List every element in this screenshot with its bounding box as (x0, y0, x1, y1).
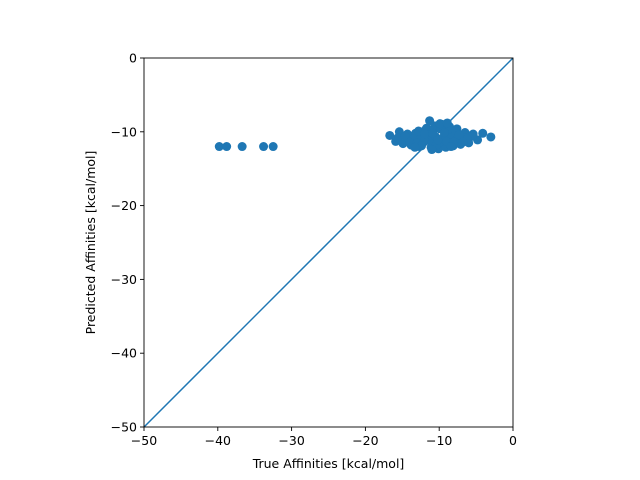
x-tick-label: −30 (278, 433, 304, 448)
scatter-point (419, 129, 429, 139)
y-tick-label: −10 (111, 124, 137, 139)
scatter-point (214, 142, 224, 152)
scatter-point (435, 119, 445, 129)
identity-reference-line (144, 58, 513, 427)
x-tick-label: −40 (205, 433, 231, 448)
scatter-point (439, 128, 449, 138)
scatter-point (446, 142, 456, 152)
plot-frame (143, 57, 514, 428)
scatter-point (428, 128, 438, 138)
y-axis-label: Predicted Affinities [kcal/mol] (83, 151, 98, 335)
y-tick-label: −20 (111, 198, 137, 213)
scatter-point (486, 132, 496, 142)
scatter-point (259, 142, 269, 152)
y-tick-label: −40 (111, 346, 137, 361)
scatter-point (425, 116, 435, 126)
plot-area (144, 58, 513, 427)
scatter-point (410, 142, 420, 152)
scatter-point (385, 130, 395, 140)
y-axis-ticks: −50 −40 −30 −20 −10 0 (111, 51, 144, 435)
x-tick-label: −20 (352, 433, 378, 448)
scatter-point (237, 142, 247, 152)
scatter-point (222, 142, 232, 152)
scatter-point (433, 135, 443, 145)
scatter-point (268, 142, 278, 152)
scatter-point (393, 133, 403, 143)
x-tick-label: 0 (509, 433, 517, 448)
x-axis-ticks: −50 −40 −30 −20 −10 0 (131, 427, 517, 448)
y-tick-label: −50 (111, 420, 137, 435)
x-tick-label: −50 (131, 433, 157, 448)
x-tick-label: −10 (426, 433, 452, 448)
scatter-points (214, 116, 496, 155)
scatter-point (458, 137, 468, 147)
scatter-point (442, 118, 452, 128)
y-tick-label: −30 (111, 272, 137, 287)
x-axis-label: True Affinities [kcal/mol] (252, 456, 405, 471)
y-tick-label: 0 (129, 51, 137, 66)
scatter-point (478, 128, 488, 138)
scatter-point (454, 130, 464, 140)
scatter-point (427, 145, 437, 155)
